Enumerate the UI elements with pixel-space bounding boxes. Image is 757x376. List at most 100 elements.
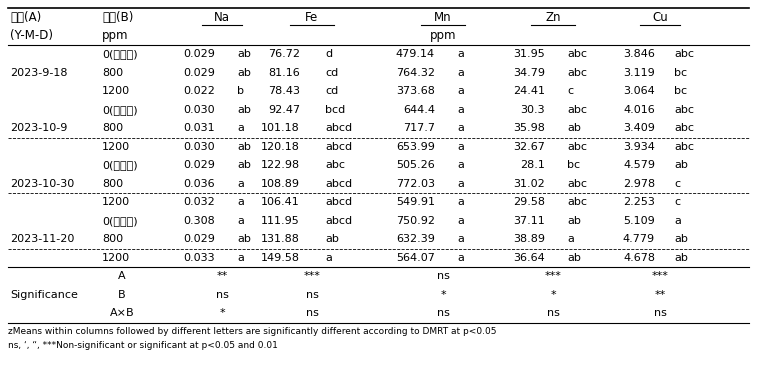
Text: *: * bbox=[220, 308, 225, 318]
Text: abc: abc bbox=[674, 142, 694, 152]
Text: 92.47: 92.47 bbox=[268, 105, 300, 115]
Text: ab: ab bbox=[237, 49, 251, 59]
Text: abcd: abcd bbox=[325, 179, 352, 189]
Text: 0(무처리): 0(무처리) bbox=[102, 49, 138, 59]
Text: ns: ns bbox=[306, 290, 319, 300]
Text: ab: ab bbox=[674, 160, 688, 170]
Text: 35.98: 35.98 bbox=[513, 123, 545, 133]
Text: 81.16: 81.16 bbox=[268, 68, 300, 78]
Text: ab: ab bbox=[237, 105, 251, 115]
Text: 149.58: 149.58 bbox=[261, 253, 300, 263]
Text: a: a bbox=[457, 234, 464, 244]
Text: 30.3: 30.3 bbox=[520, 105, 545, 115]
Text: 1200: 1200 bbox=[102, 253, 130, 263]
Text: 2.253: 2.253 bbox=[623, 197, 655, 207]
Text: 108.89: 108.89 bbox=[261, 179, 300, 189]
Text: 0.029: 0.029 bbox=[183, 234, 215, 244]
Text: bcd: bcd bbox=[325, 105, 345, 115]
Text: 505.26: 505.26 bbox=[396, 160, 435, 170]
Text: 4.579: 4.579 bbox=[623, 160, 655, 170]
Text: ab: ab bbox=[237, 68, 251, 78]
Text: 0.022: 0.022 bbox=[183, 86, 215, 96]
Text: ab: ab bbox=[567, 253, 581, 263]
Text: 31.95: 31.95 bbox=[513, 49, 545, 59]
Text: **: ** bbox=[217, 271, 228, 281]
Text: 31.02: 31.02 bbox=[513, 179, 545, 189]
Text: abc: abc bbox=[674, 105, 694, 115]
Text: 37.11: 37.11 bbox=[513, 216, 545, 226]
Text: zMeans within columns followed by different letters are significantly different : zMeans within columns followed by differ… bbox=[8, 327, 497, 337]
Text: 4.779: 4.779 bbox=[623, 234, 655, 244]
Text: 2023-10-9: 2023-10-9 bbox=[10, 123, 67, 133]
Text: 750.92: 750.92 bbox=[396, 216, 435, 226]
Text: a: a bbox=[674, 216, 681, 226]
Text: A×B: A×B bbox=[110, 308, 134, 318]
Text: ab: ab bbox=[237, 142, 251, 152]
Text: 479.14: 479.14 bbox=[396, 49, 435, 59]
Text: a: a bbox=[457, 86, 464, 96]
Text: c: c bbox=[674, 197, 680, 207]
Text: 1200: 1200 bbox=[102, 86, 130, 96]
Text: ppm: ppm bbox=[102, 29, 129, 42]
Text: ***: *** bbox=[304, 271, 320, 281]
Text: 0(무처리): 0(무처리) bbox=[102, 216, 138, 226]
Text: 131.88: 131.88 bbox=[261, 234, 300, 244]
Text: 0.308: 0.308 bbox=[183, 216, 215, 226]
Text: 0.030: 0.030 bbox=[183, 142, 215, 152]
Text: ns: ns bbox=[653, 308, 666, 318]
Text: (Y-M-D): (Y-M-D) bbox=[10, 29, 53, 42]
Text: 29.58: 29.58 bbox=[513, 197, 545, 207]
Text: ns: ns bbox=[547, 308, 559, 318]
Text: cd: cd bbox=[325, 68, 338, 78]
Text: 0(무처리): 0(무처리) bbox=[102, 105, 138, 115]
Text: 0.036: 0.036 bbox=[183, 179, 215, 189]
Text: abc: abc bbox=[567, 105, 587, 115]
Text: 농도(B): 농도(B) bbox=[102, 11, 133, 24]
Text: 644.4: 644.4 bbox=[403, 105, 435, 115]
Text: *: * bbox=[440, 290, 446, 300]
Text: cd: cd bbox=[325, 86, 338, 96]
Text: 0.029: 0.029 bbox=[183, 49, 215, 59]
Text: a: a bbox=[325, 253, 332, 263]
Text: abcd: abcd bbox=[325, 197, 352, 207]
Text: abc: abc bbox=[567, 68, 587, 78]
Text: a: a bbox=[457, 179, 464, 189]
Text: a: a bbox=[457, 216, 464, 226]
Text: a: a bbox=[567, 234, 574, 244]
Text: 0.029: 0.029 bbox=[183, 68, 215, 78]
Text: 4.678: 4.678 bbox=[623, 253, 655, 263]
Text: abc: abc bbox=[567, 197, 587, 207]
Text: ab: ab bbox=[567, 123, 581, 133]
Text: a: a bbox=[457, 160, 464, 170]
Text: a: a bbox=[457, 253, 464, 263]
Text: bc: bc bbox=[674, 86, 687, 96]
Text: c: c bbox=[567, 86, 573, 96]
Text: A: A bbox=[118, 271, 126, 281]
Text: 2023-10-30: 2023-10-30 bbox=[10, 179, 74, 189]
Text: abc: abc bbox=[674, 49, 694, 59]
Text: d: d bbox=[325, 49, 332, 59]
Text: abc: abc bbox=[325, 160, 345, 170]
Text: B: B bbox=[118, 290, 126, 300]
Text: Mn: Mn bbox=[435, 11, 452, 24]
Text: 0.029: 0.029 bbox=[183, 160, 215, 170]
Text: 날짜(A): 날짜(A) bbox=[10, 11, 41, 24]
Text: ns: ns bbox=[437, 308, 450, 318]
Text: b: b bbox=[237, 86, 244, 96]
Text: ab: ab bbox=[567, 216, 581, 226]
Text: 0(무처리): 0(무처리) bbox=[102, 160, 138, 170]
Text: bc: bc bbox=[674, 68, 687, 78]
Text: Significance: Significance bbox=[10, 290, 78, 300]
Text: abc: abc bbox=[567, 142, 587, 152]
Text: ***: *** bbox=[652, 271, 668, 281]
Text: 2023-11-20: 2023-11-20 bbox=[10, 234, 74, 244]
Text: 1200: 1200 bbox=[102, 142, 130, 152]
Text: 800: 800 bbox=[102, 68, 123, 78]
Text: 549.91: 549.91 bbox=[396, 197, 435, 207]
Text: 632.39: 632.39 bbox=[396, 234, 435, 244]
Text: a: a bbox=[457, 142, 464, 152]
Text: ab: ab bbox=[237, 234, 251, 244]
Text: 800: 800 bbox=[102, 234, 123, 244]
Text: 101.18: 101.18 bbox=[261, 123, 300, 133]
Text: ab: ab bbox=[325, 234, 339, 244]
